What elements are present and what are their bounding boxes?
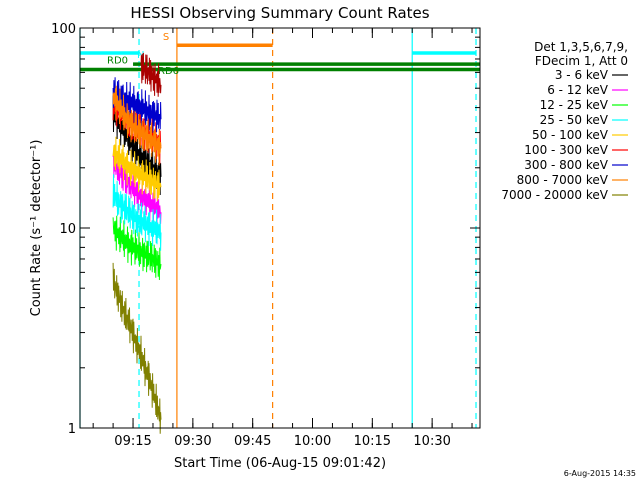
flag-label-n: N <box>137 50 144 61</box>
series-line-3 <box>112 174 162 251</box>
x-tick-label-2: 09:45 <box>234 434 271 449</box>
series-line-9 <box>140 52 162 97</box>
flag-label-rd6: RD6 <box>158 66 179 77</box>
y-tick-label-2: 100 <box>51 22 76 37</box>
legend-label-5: 100 - 300 keV <box>524 143 608 157</box>
legend-label-7: 800 - 7000 keV <box>517 173 609 187</box>
legend-label-6: 300 - 800 keV <box>524 158 608 172</box>
footer-date: 6-Aug-2015 14:35 <box>564 469 636 478</box>
x-tick-label-0: 09:15 <box>114 434 151 449</box>
flag-label-s: S <box>163 32 169 43</box>
series-line-8 <box>112 262 162 434</box>
y-axis-label: Count Rate (s⁻¹ detector⁻¹) <box>29 140 44 317</box>
legend-label-2: 12 - 25 keV <box>540 98 609 112</box>
x-tick-label-3: 10:00 <box>294 434 331 449</box>
series-line-2 <box>112 215 162 281</box>
plot-area: N S RD0 RD6 <box>79 28 480 434</box>
x-tick-label-1: 09:30 <box>174 434 211 449</box>
legend-label-1: 6 - 12 keV <box>547 83 609 97</box>
legend-header-line-1: Det 1,3,5,6,7,9, <box>534 40 628 54</box>
legend-header-line-2: FDecim 1, Att 0 <box>535 54 628 68</box>
y-tick-label-0: 1 <box>68 422 76 437</box>
x-tick-label-5: 10:30 <box>413 434 450 449</box>
legend-label-3: 25 - 50 keV <box>540 113 609 127</box>
x-tick-label-4: 10:15 <box>354 434 391 449</box>
legend-label-0: 3 - 6 keV <box>555 68 609 82</box>
series-line-7 <box>112 85 162 166</box>
x-axis-label: Start Time (06-Aug-15 09:01:42) <box>174 456 386 471</box>
chart-title: HESSI Observing Summary Count Rates <box>130 4 429 22</box>
y-tick-label-1: 10 <box>59 222 76 237</box>
legend-label-8: 7000 - 20000 keV <box>501 188 608 202</box>
series-line-1 <box>112 145 162 226</box>
legend-label-4: 50 - 100 keV <box>532 128 609 142</box>
series-line-6 <box>112 77 162 133</box>
flag-label-rd0: RD0 <box>107 56 128 67</box>
series-line-4 <box>112 136 162 201</box>
